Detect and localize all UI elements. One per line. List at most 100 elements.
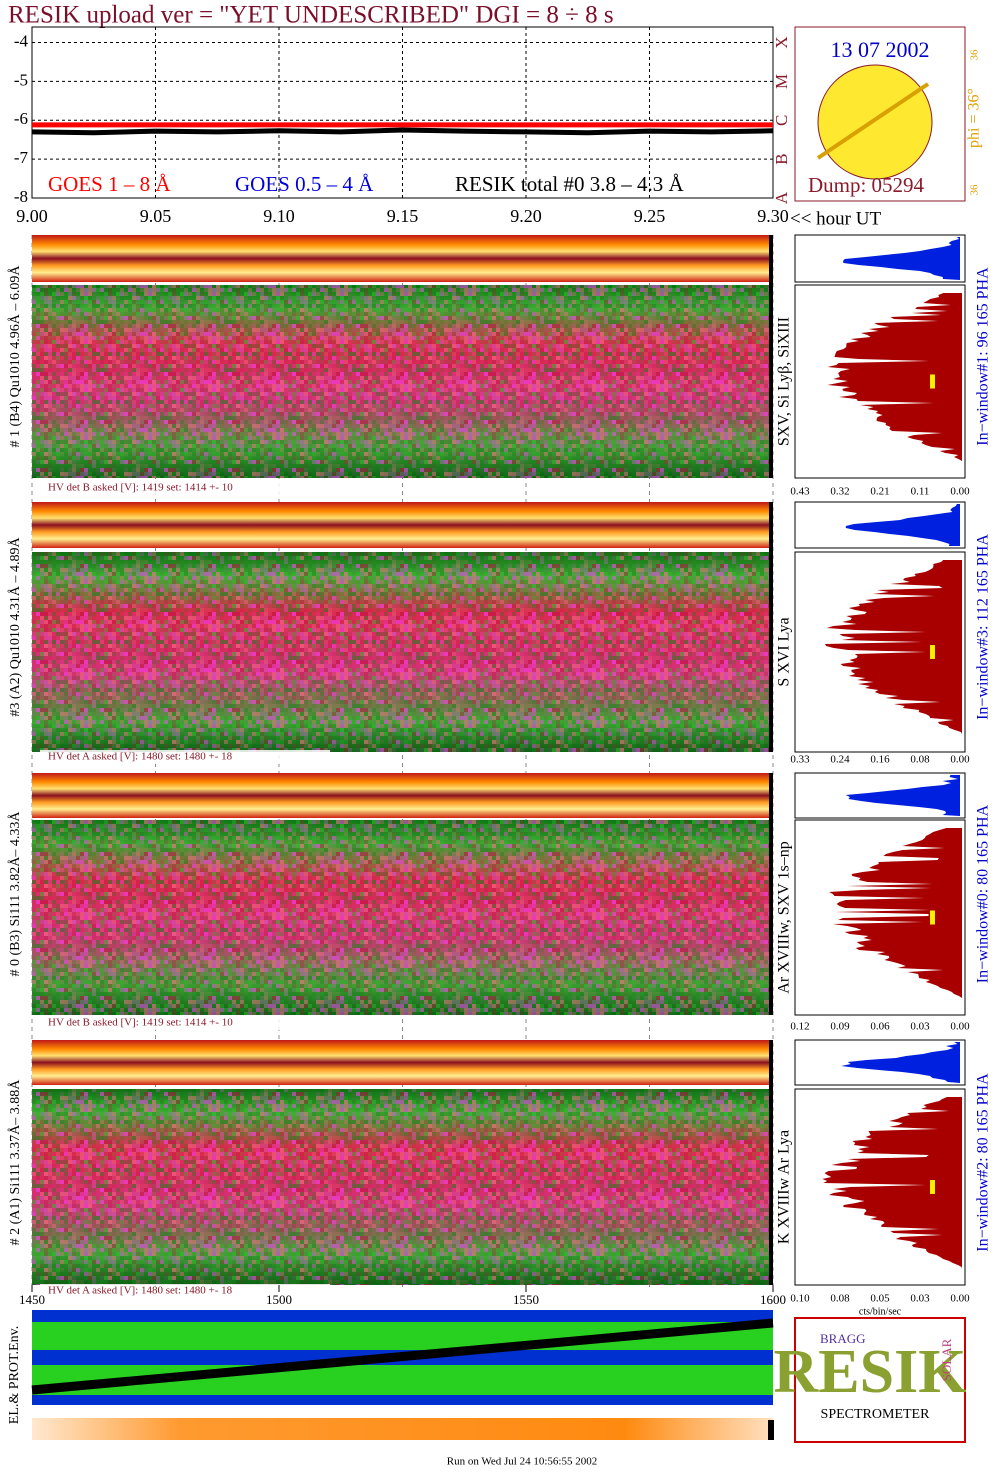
- edge-bar: [769, 1040, 773, 1285]
- line-label: K XVIIIw Ar Lya: [776, 1130, 793, 1244]
- pha-label: In−window#2: 80 165 PHA: [975, 1073, 992, 1252]
- hv-label: HV det B asked [V]: 1419 set: 1414 +- 10: [48, 482, 233, 494]
- y-tick-label: -8: [14, 187, 28, 206]
- pha-hist: [843, 237, 960, 280]
- logo-bottom: SPECTROMETER: [821, 1407, 931, 1422]
- sun-arrow: [816, 82, 930, 160]
- hv-bg: [40, 750, 330, 764]
- line-label: SXV, Si Lyβ, SiXIII: [776, 317, 793, 446]
- hist-tick-label: 0.16: [870, 754, 890, 766]
- footer: Run on Wed Jul 24 10:56:55 2002: [447, 1456, 597, 1468]
- hist-marker: [930, 1180, 935, 1194]
- line-label: Ar XVIIIw, SXV 1s–np: [776, 841, 793, 993]
- legend-entry: RESIK total #0 3.8 – 4.3 Å: [455, 172, 684, 196]
- hist-tick-label: 0.10: [790, 1293, 810, 1305]
- title: RESIK upload ver = "YET UNDESCRIBED" DGI…: [8, 2, 614, 29]
- pha-label: In−window#0: 80 165 PHA: [975, 804, 992, 983]
- x-tick-label: 9.05: [140, 206, 172, 226]
- hist-marker: [930, 645, 935, 659]
- x-tick-label: 9.10: [263, 206, 295, 226]
- hist-tick-label: 0.32: [830, 486, 849, 498]
- line-label: S XVI Lya: [776, 617, 793, 686]
- hist-tick-label: 0.03: [910, 1021, 930, 1033]
- class-label: B: [772, 153, 791, 164]
- hist: [825, 560, 962, 748]
- hist-tick-label: 0.09: [830, 1021, 850, 1033]
- hist-tick-label: 0.11: [911, 486, 930, 498]
- hv-label: HV det B asked [V]: 1419 set: 1414 +- 10: [48, 1017, 233, 1029]
- env-line: [31, 1318, 774, 1395]
- hv-bg: [40, 481, 330, 495]
- class-label: C: [772, 115, 791, 126]
- hist-tick-label: 0.24: [830, 754, 850, 766]
- pha-label: In−window#1: 96 165 PHA: [975, 267, 992, 446]
- y-tick-label: -5: [14, 70, 28, 89]
- spectrogram-noise: [32, 285, 773, 478]
- logo-side: SOLAR: [939, 1338, 954, 1381]
- edge-bar: [769, 235, 773, 478]
- class-label: M: [772, 74, 791, 89]
- sun-frame: [794, 26, 966, 202]
- series-line: [31, 127, 774, 136]
- class-label: A: [772, 191, 791, 204]
- hv-bg: [40, 1284, 330, 1298]
- hist: [822, 1097, 962, 1281]
- legend-entry: GOES 1 – 8 Å: [48, 172, 171, 196]
- env-tick-label: 1550: [513, 1292, 539, 1307]
- x-tick-label: 9.30: [757, 206, 789, 226]
- env-tick-label: 1450: [19, 1292, 45, 1307]
- pha-hist: [845, 504, 960, 546]
- panel-label: # 0 (B3) Si111 3.82Å– 4.33Å: [7, 811, 23, 977]
- x-tick-label: 9.00: [16, 206, 48, 226]
- legend-entry: GOES 0.5 – 4 Å: [235, 172, 374, 196]
- hist-marker: [930, 910, 935, 925]
- x-tick-label: 9.25: [634, 206, 666, 226]
- pha-hist: [841, 1042, 960, 1083]
- hist-tick-label: 0.08: [910, 754, 930, 766]
- hist-tick-label: 0.00: [950, 1021, 970, 1033]
- panel-label: # 2 (A1) Si111 3.37Å– 3.88Å: [7, 1079, 23, 1246]
- hist: [827, 293, 962, 474]
- spectrogram-noise: [32, 1089, 773, 1285]
- hist-tick-label: 0.03: [910, 1293, 930, 1305]
- spectrogram-noise: [32, 820, 773, 1015]
- dump: Dump: 05294: [808, 173, 925, 197]
- phi-small: 36: [969, 184, 981, 196]
- pha-label: In−window#3: 112 165 PHA: [975, 534, 992, 720]
- hist-tick-label: 0.33: [790, 754, 810, 766]
- spectrogram-noise: [32, 552, 773, 752]
- hv-bg: [40, 1016, 330, 1030]
- y-tick-label: -6: [14, 109, 28, 128]
- hv-label: HV det A asked [V]: 1480 set: 1480 +- 18: [48, 1285, 233, 1297]
- hist-tick-label: 0.00: [950, 754, 970, 766]
- edge-bar: [769, 502, 773, 752]
- hist-tick-label: 0.43: [790, 486, 810, 498]
- hist-tick-label: 0.05: [870, 1293, 890, 1305]
- hv-label: HV det A asked [V]: 1480 set: 1480 +- 18: [48, 751, 233, 763]
- hist-unit: cts/bin/sec: [859, 1306, 902, 1317]
- env-tick-label: 1600: [760, 1292, 786, 1307]
- hist-tick-label: 0.00: [950, 486, 970, 498]
- x-tick-label: 9.20: [510, 206, 542, 226]
- hist-marker: [930, 374, 935, 389]
- logo: [794, 1317, 966, 1443]
- env-tick-label: 1500: [266, 1292, 292, 1307]
- hist-tick-label: 0.12: [790, 1021, 809, 1033]
- x-axis-label: << hour UT: [790, 208, 881, 229]
- panel-label: # 1 (B4) Qu1010 4.96Å – 6.09Å: [7, 265, 23, 448]
- spectrum-band: [32, 773, 773, 818]
- hist: [829, 828, 962, 1011]
- logo-main: RESIK: [774, 1338, 967, 1406]
- phi-small: 36: [969, 49, 981, 61]
- hist-tick-label: 0.21: [870, 486, 889, 498]
- date: 13 07 2002: [831, 37, 930, 62]
- hist-tick-label: 0.06: [870, 1021, 890, 1033]
- x-tick-label: 9.15: [387, 206, 419, 226]
- spectrum-band: [32, 235, 773, 282]
- panel-label: #3 (A2) Qu1010 4.31Å – 4.89Å: [7, 536, 23, 716]
- y-tick-label: -4: [14, 31, 29, 50]
- edge-bar: [769, 773, 773, 1015]
- y-tick-label: -7: [14, 148, 29, 167]
- orange-bar: [32, 1418, 773, 1440]
